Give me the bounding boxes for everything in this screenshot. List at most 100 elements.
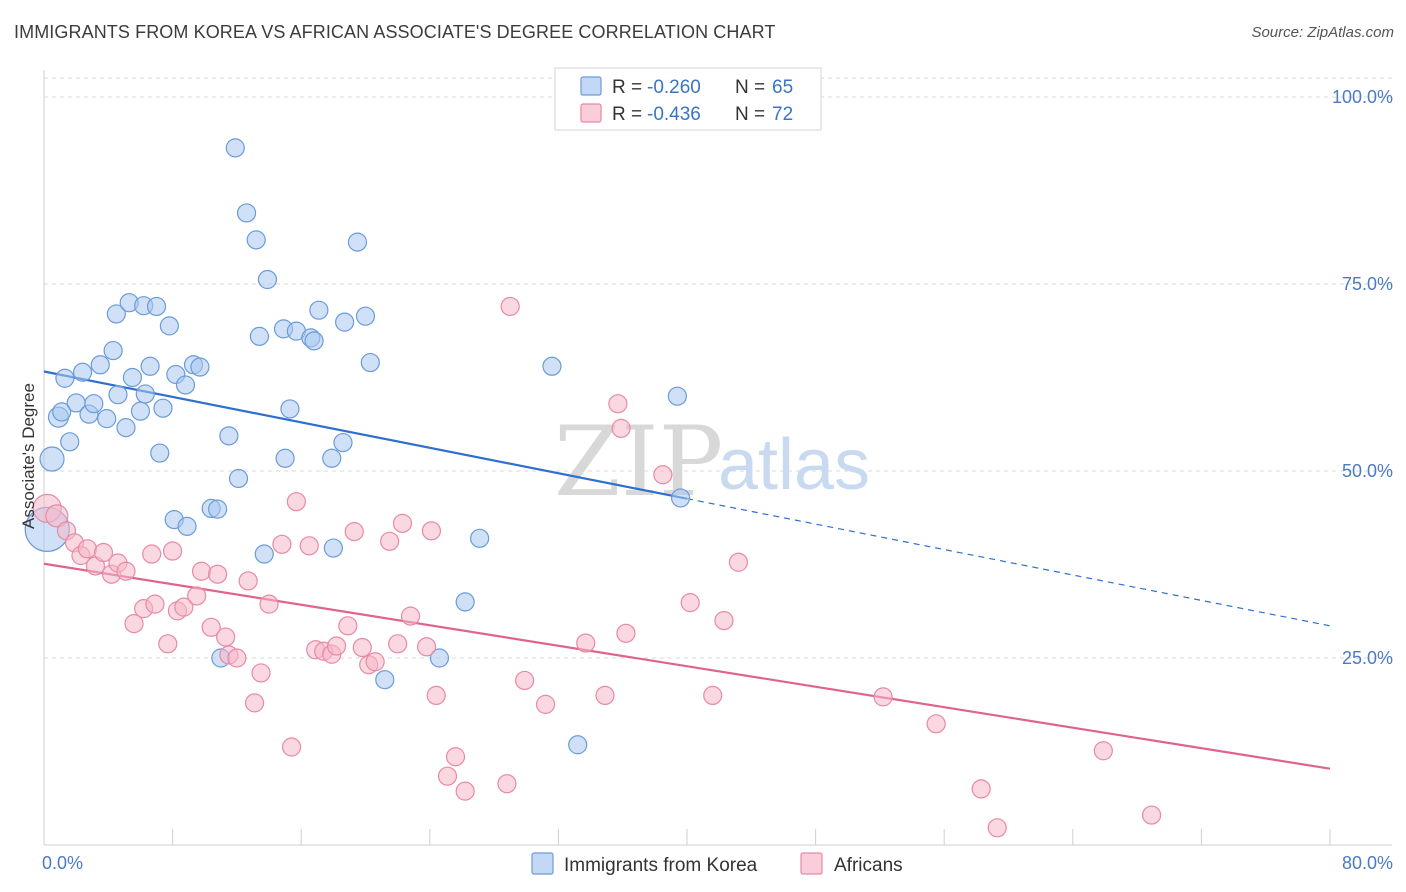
point-africans-22	[208, 564, 228, 584]
legend: R = -0.260 N = 65 R = -0.436 N = 72	[554, 67, 822, 131]
point-korea-24	[159, 316, 179, 336]
point-africans-15	[158, 634, 178, 654]
point-korea-50	[280, 399, 300, 419]
point-korea-49	[360, 352, 380, 373]
chart-source: Source: ZipAtlas.com	[1251, 24, 1394, 41]
point-africans-37	[326, 636, 347, 656]
point-korea-55	[323, 538, 343, 558]
point-korea-45	[309, 300, 329, 320]
point-africans-10	[116, 561, 136, 581]
point-korea-33	[208, 499, 228, 519]
bottom-legend-swatch-africans	[800, 852, 823, 875]
point-africans-60	[611, 418, 631, 438]
point-africans-27	[244, 693, 265, 713]
legend-r-label-africans: R =	[612, 104, 642, 125]
point-korea-54	[254, 544, 274, 564]
point-korea-37	[236, 203, 257, 223]
point-korea-38	[246, 230, 266, 250]
y-tick-label-1: 50.0%	[1342, 461, 1393, 481]
point-africans-50	[437, 766, 458, 786]
point-africans-63	[680, 593, 700, 613]
point-korea-29	[153, 398, 173, 418]
point-korea-35	[228, 468, 249, 489]
point-africans-5	[77, 539, 98, 559]
y-tick-labels: 25.0% 50.0% 75.0% 100.0%	[1332, 87, 1393, 668]
point-korea-11	[97, 409, 117, 429]
bottom-legend-swatch-korea	[531, 852, 554, 875]
point-africans-38	[338, 616, 358, 636]
point-africans-52	[455, 781, 475, 801]
point-africans-45	[392, 513, 413, 533]
point-korea-53	[333, 432, 353, 453]
point-korea-44	[304, 331, 324, 351]
point-korea-10	[90, 355, 110, 375]
point-korea-28	[190, 357, 210, 377]
point-africans-62	[653, 465, 673, 485]
legend-swatch-africans	[580, 103, 602, 123]
point-africans-7	[93, 542, 114, 563]
point-korea-4	[55, 368, 75, 388]
point-korea-31	[177, 516, 197, 536]
grid-lines	[44, 77, 1392, 659]
point-korea-52	[322, 448, 342, 468]
point-africans-29	[259, 594, 279, 614]
y-tick-label-0: 25.0%	[1342, 648, 1393, 668]
point-korea-47	[347, 232, 368, 252]
point-africans-58	[595, 685, 615, 706]
x-tick-label-min: 0.0%	[42, 853, 83, 873]
point-africans-11	[124, 613, 144, 634]
point-africans-54	[515, 670, 535, 691]
point-korea-34	[219, 426, 239, 446]
legend-swatch-korea	[580, 76, 602, 96]
series-africans-points	[32, 296, 1162, 838]
trend-line-extension-korea	[686, 498, 1331, 627]
point-korea-40	[249, 326, 270, 346]
legend-n-label-africans: N =	[735, 104, 765, 125]
y-tick-label-2: 75.0%	[1342, 274, 1393, 294]
point-africans-13	[145, 594, 165, 614]
point-africans-67	[873, 687, 893, 707]
chart-title: IMMIGRANTS FROM KOREA VS AFRICAN ASSOCIA…	[14, 22, 776, 42]
point-korea-26	[175, 375, 196, 395]
point-africans-28	[251, 663, 271, 683]
point-africans-59	[608, 394, 628, 414]
x-tick-labels: 0.0% 80.0%	[42, 853, 1393, 873]
point-africans-53	[500, 296, 520, 317]
point-africans-19	[163, 541, 183, 561]
point-africans-57	[576, 633, 596, 653]
series-korea-points	[24, 138, 691, 755]
y-axis-label: Associate's Degree	[19, 383, 38, 529]
point-africans-65	[714, 610, 734, 631]
legend-n-value-africans: 72	[772, 104, 793, 125]
point-africans-48	[421, 521, 442, 541]
legend-n-value-korea: 65	[772, 77, 793, 98]
point-korea-39	[257, 269, 278, 290]
point-korea-1	[39, 446, 65, 472]
point-korea-57	[375, 670, 395, 690]
point-africans-56	[535, 694, 556, 714]
point-korea-9	[84, 394, 104, 414]
point-africans-47	[416, 637, 437, 657]
point-africans-25	[227, 648, 247, 668]
point-africans-43	[380, 531, 400, 551]
legend-n-label-korea: N =	[735, 77, 765, 98]
bottom-legend-africans: Africans	[834, 855, 903, 876]
point-africans-71	[1093, 741, 1113, 761]
point-africans-68	[926, 714, 946, 734]
point-africans-55	[497, 774, 517, 794]
point-africans-14	[142, 544, 162, 564]
y-tick-label-3: 100.0%	[1332, 87, 1393, 107]
point-korea-14	[116, 418, 136, 438]
point-africans-46	[400, 606, 421, 626]
point-africans-61	[616, 623, 636, 643]
point-korea-60	[470, 528, 490, 548]
point-korea-59	[455, 592, 475, 612]
point-korea-17	[135, 384, 155, 404]
point-korea-20	[106, 304, 126, 324]
point-korea-19	[150, 443, 170, 463]
point-korea-5	[60, 432, 80, 452]
point-korea-36	[225, 138, 245, 158]
point-africans-69	[971, 779, 991, 799]
point-africans-1	[45, 504, 69, 528]
